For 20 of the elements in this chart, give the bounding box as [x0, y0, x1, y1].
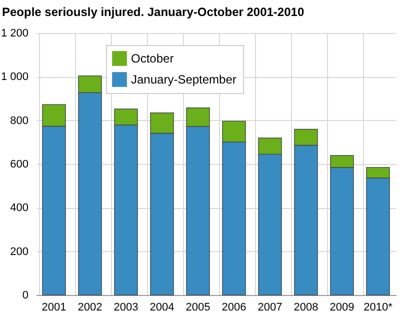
y-tick-label: 400: [10, 202, 28, 214]
x-tick-label: 2005: [186, 302, 210, 314]
x-tick-label: 2001: [42, 302, 66, 314]
x-tick-label: 2004: [150, 302, 174, 314]
x-tick-label: 2002: [78, 302, 102, 314]
x-tick-label: 2007: [258, 302, 282, 314]
x-tick-label: 2003: [114, 302, 138, 314]
x-tick-label: 2008: [294, 302, 318, 314]
y-tick-label: 0: [22, 290, 28, 302]
y-tick-label: 600: [10, 158, 28, 170]
y-tick-label: 1 000: [0, 71, 28, 84]
y-tick-label: 800: [10, 114, 28, 127]
chart-title: People seriously injured. January-October 2001-2010: [2, 5, 304, 19]
y-tick-label: 1 200: [0, 28, 28, 40]
y-tick-label: 200: [10, 246, 28, 258]
legend-label: January-September: [131, 72, 236, 86]
x-tick-label: 2009: [330, 302, 354, 314]
x-tick-label: 2006: [222, 302, 246, 314]
x-tick-label: 2010*: [364, 302, 394, 314]
legend-label: October: [131, 52, 174, 66]
